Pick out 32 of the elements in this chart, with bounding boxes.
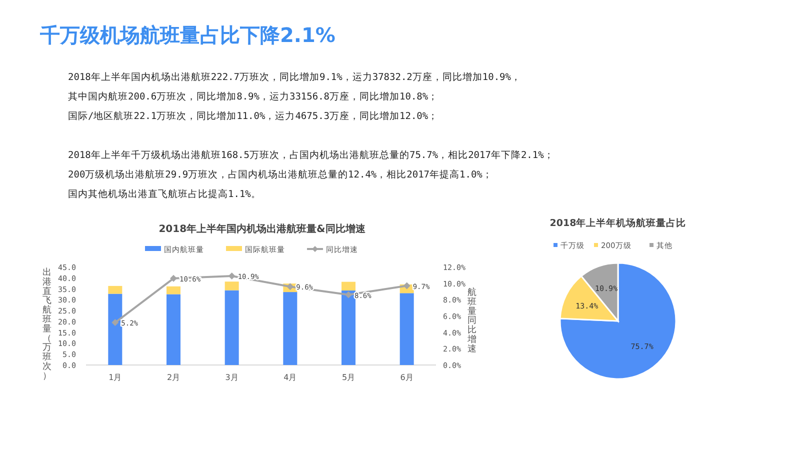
text: 国际/地区航班22.1万班次，同比增加11.0%，运力4675.3万座，同比增加12.0%；	[68, 110, 438, 122]
point	[345, 291, 352, 298]
y2-axis-title: 航班量同比增速	[466, 287, 476, 354]
text: 200万级机场出港航班29.9万班次，占国内机场出港航班总量的12.4%，相比2017年提高1.0%；	[68, 168, 492, 180]
x-tick-label: 5月	[342, 373, 356, 382]
bar	[283, 292, 298, 365]
text: 千万级机场航班量占比下降2.1%	[39, 23, 336, 47]
pie-slice	[559, 262, 677, 380]
x-tick-label: 6月	[400, 373, 414, 382]
text: 出港直飞航班量（万班次）	[42, 268, 52, 382]
bar	[224, 282, 239, 290]
x-tick-label: 2月	[166, 373, 180, 382]
bar	[342, 290, 356, 365]
point	[112, 319, 119, 326]
bar	[400, 293, 414, 365]
bar	[224, 290, 239, 365]
bar	[166, 294, 180, 365]
bar	[108, 286, 122, 294]
chart-title: 2018年上半年国内机场出港航班量&同比增速	[158, 223, 366, 235]
point	[228, 272, 236, 280]
text: 国内其他机场出港直飞航班占比提高1.1%。	[68, 188, 261, 200]
text: 其中国内航班200.6万班次，同比增加8.9%，运力33156.8万座，同比增加10.8%；	[68, 90, 438, 102]
x-tick-label: 3月	[225, 373, 238, 382]
bar	[108, 294, 122, 365]
bar	[166, 286, 180, 294]
text: 2018年上半年国内机场出港航班222.7万班次，同比增加9.1%，运力37832.2万座，同比增加10.9%，	[68, 71, 521, 83]
text: 2018年上半年千万级机场出港航班168.5万班次，占国内机场出港航班总量的75.7%，相比2017年下降2.1%；	[68, 149, 554, 161]
bar	[342, 282, 356, 291]
point	[170, 274, 177, 282]
x-tick-label: 1月	[108, 373, 122, 382]
chart-title: 2018年上半年机场航班量占比	[550, 217, 686, 229]
x-tick-label: 4月	[284, 373, 297, 382]
